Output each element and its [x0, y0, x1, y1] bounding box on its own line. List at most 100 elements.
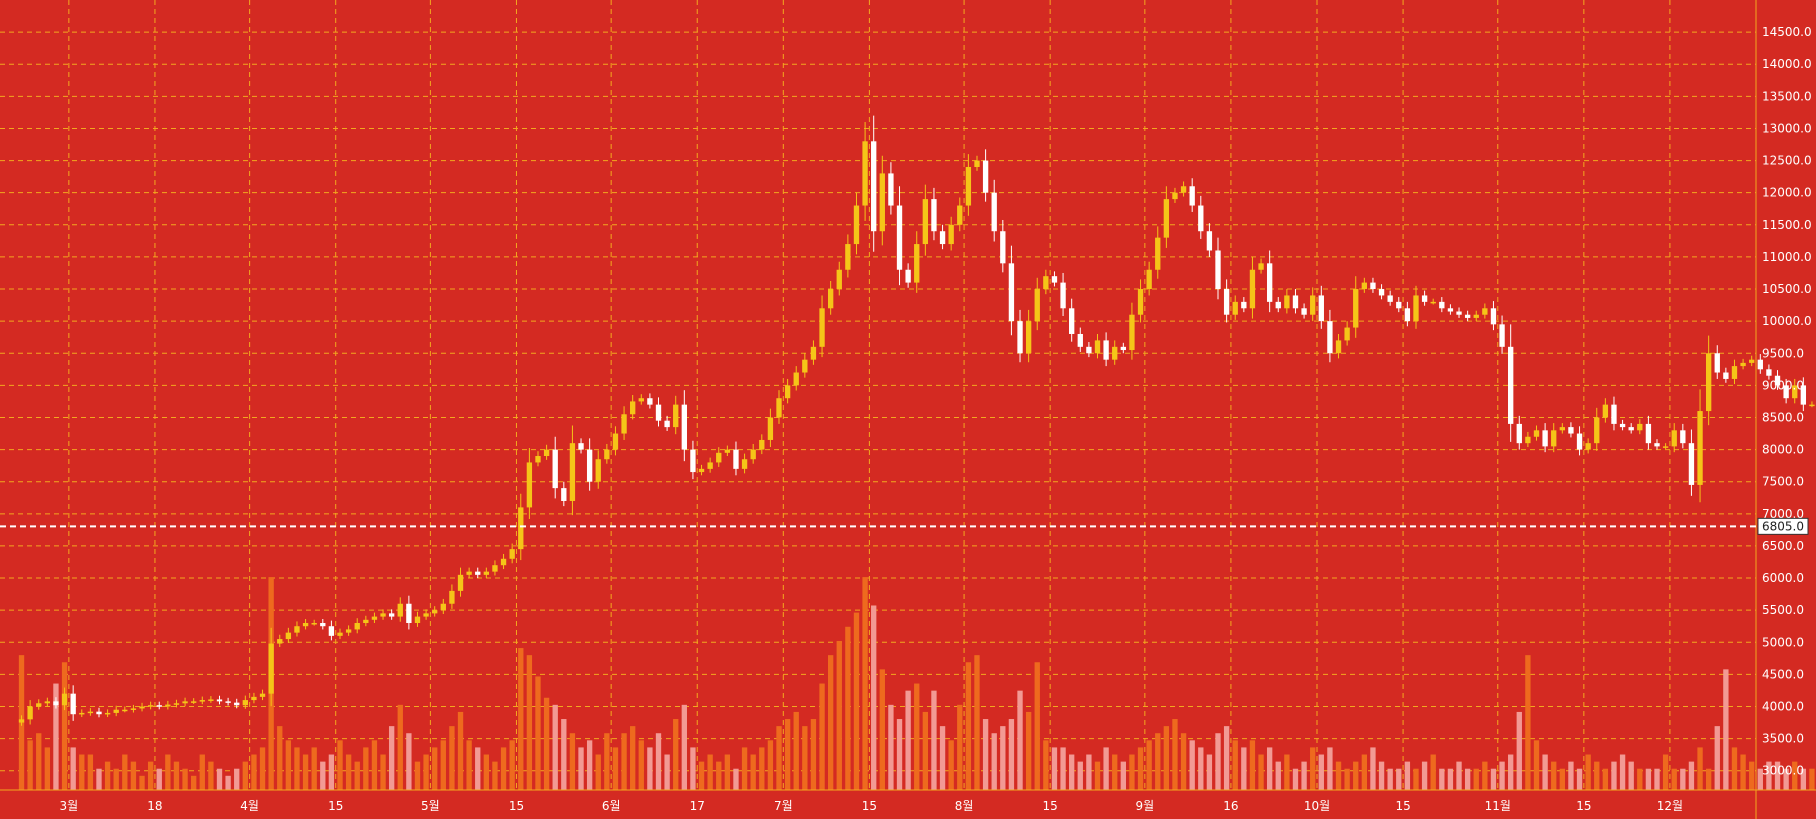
- candle-body: [793, 372, 799, 386]
- volume-bar: [991, 733, 997, 790]
- price-tick-label: 8500.0: [1762, 410, 1804, 424]
- volume-bar: [1508, 754, 1514, 790]
- volume-bar: [1370, 747, 1376, 790]
- candle-body: [311, 623, 317, 625]
- candle-body: [1439, 301, 1445, 309]
- candle-body: [1241, 301, 1247, 309]
- volume-bar: [122, 754, 128, 790]
- volume-bar: [853, 612, 860, 790]
- candle-body: [1404, 308, 1411, 322]
- volume-bar: [1378, 761, 1385, 790]
- price-tick-label: 14000.0: [1762, 57, 1812, 71]
- price-tick-label: 14500.0: [1762, 25, 1812, 39]
- candle-body: [18, 719, 25, 723]
- candle-body: [345, 629, 352, 633]
- volume-bar: [414, 761, 421, 790]
- volume-bar: [914, 683, 920, 790]
- candle-body: [1198, 205, 1204, 232]
- candle-body: [122, 709, 128, 712]
- volume-bar: [862, 577, 868, 790]
- price-tick-label: 4500.0: [1762, 667, 1804, 681]
- candle-body: [251, 696, 257, 701]
- volume-bar: [604, 733, 610, 790]
- volume-bar: [61, 662, 68, 790]
- candle-body: [277, 639, 283, 644]
- volume-bar: [483, 754, 490, 790]
- volume-bar: [1103, 747, 1109, 790]
- candle-body: [380, 613, 386, 617]
- volume-bar: [259, 747, 266, 790]
- volume-bar: [1223, 726, 1230, 790]
- time-tick-label: 15: [862, 799, 877, 813]
- volume-bar: [191, 775, 197, 790]
- volume-bar: [655, 733, 662, 790]
- candle-body: [716, 452, 722, 463]
- volume-bar: [526, 655, 533, 790]
- candle-body: [784, 385, 791, 399]
- candle-body: [526, 462, 533, 508]
- volume-bar: [1568, 761, 1574, 790]
- volume-bar: [819, 683, 825, 790]
- volume-bar: [518, 648, 524, 790]
- time-tick-label: 15: [328, 799, 343, 813]
- candle-body: [1344, 327, 1350, 341]
- candle-body: [1137, 289, 1144, 315]
- volume-bar: [1043, 740, 1049, 790]
- price-tick-label: 4000.0: [1762, 700, 1804, 714]
- candle-body: [1456, 311, 1462, 315]
- volume-bar: [1525, 655, 1531, 790]
- candle-body: [320, 623, 326, 627]
- volume-bar: [939, 726, 946, 790]
- candle-body: [1155, 237, 1161, 270]
- candle-body: [965, 166, 972, 206]
- candle-body: [733, 449, 739, 469]
- candle-body: [1378, 289, 1385, 296]
- candle-body: [1060, 282, 1066, 309]
- candle-body: [1697, 411, 1703, 485]
- volume-bar: [397, 704, 403, 790]
- volume-bar: [1077, 761, 1083, 790]
- candle-body: [1533, 430, 1540, 437]
- candle-body: [27, 706, 33, 720]
- candle-body: [543, 449, 550, 457]
- volume-bar: [1516, 711, 1522, 790]
- volume-bar: [1688, 761, 1695, 790]
- candle-body: [234, 702, 240, 706]
- candle-body: [216, 699, 223, 702]
- candle-body: [681, 404, 687, 450]
- volume-bar: [79, 754, 85, 790]
- candle-body: [621, 414, 627, 434]
- candle-body: [982, 160, 989, 193]
- price-tick-label: 9000.0: [1762, 378, 1804, 392]
- candle-body: [974, 160, 980, 167]
- volume-bar: [931, 690, 937, 790]
- candle-body: [423, 613, 429, 617]
- volume-bar: [1180, 733, 1187, 790]
- volume-bar: [1000, 726, 1006, 790]
- candle-body: [259, 693, 266, 697]
- candle-body: [819, 308, 825, 347]
- volume-bar: [948, 740, 954, 790]
- volume-bar: [1396, 768, 1402, 790]
- volume-bar: [1146, 740, 1152, 790]
- candle-body: [199, 700, 205, 702]
- candle-body: [1301, 308, 1307, 315]
- candle-body: [1310, 295, 1316, 315]
- candle-body: [1413, 295, 1419, 322]
- candle-body: [1284, 295, 1290, 309]
- volume-bar: [208, 761, 214, 790]
- candle-body: [630, 401, 636, 415]
- volume-bar: [449, 726, 455, 790]
- volume-bar: [345, 754, 352, 790]
- time-tick-label: 8월: [955, 799, 974, 813]
- volume-bar: [311, 747, 317, 790]
- candle-body: [337, 632, 343, 636]
- candle-body: [776, 398, 782, 418]
- time-tick-label: 4월: [240, 799, 259, 813]
- volume-bar: [156, 768, 162, 790]
- candle-body: [518, 507, 524, 550]
- time-tick-label: 11월: [1485, 799, 1511, 813]
- candle-body: [500, 558, 507, 566]
- candle-body: [104, 712, 111, 715]
